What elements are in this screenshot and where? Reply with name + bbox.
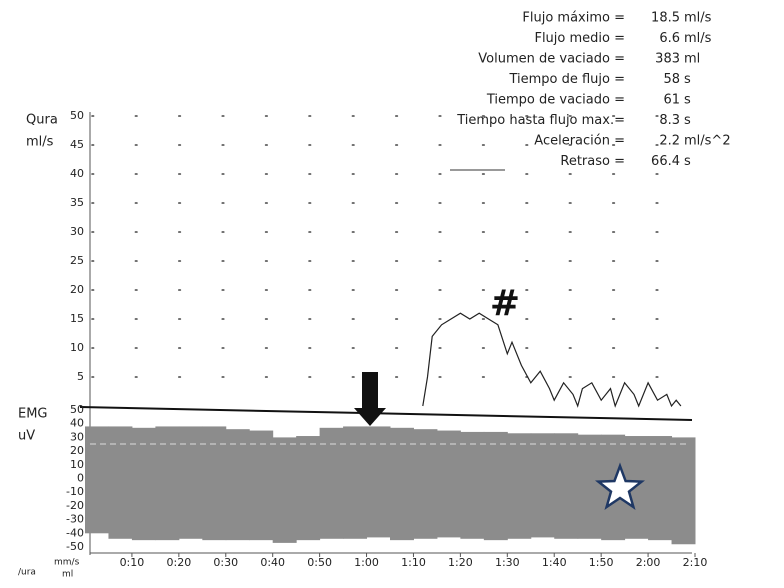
result-value: 383 [655,52,680,67]
emg-band [554,433,579,539]
emg-band [155,426,180,541]
emg-band [671,437,696,545]
emg-band [507,433,532,539]
emg-band [483,431,508,541]
x-tick-label: 2:10 [683,556,708,569]
emg-band [460,431,485,539]
y-tick-label: -20 [66,499,84,512]
x-tick-label: 0:40 [260,556,285,569]
result-label: Tiempo de flujo = [508,72,625,87]
x-tick-label: 1:20 [448,556,473,569]
speed-label: mm/s [54,558,80,568]
emg-band [108,426,133,539]
star-icon [594,462,646,510]
result-value: 2.2 [659,134,680,149]
emg-band [319,427,344,539]
x-tick-label: 0:50 [307,556,332,569]
x-tick-label: 1:10 [401,556,426,569]
x-tick-label: 1:50 [589,556,614,569]
emg-band [343,426,368,539]
result-label: Flujo medio = [534,31,625,46]
result-unit: s [684,113,691,128]
y-tick-label: 10 [70,458,84,471]
result-label: Volumen de vaciado = [478,52,625,67]
result-label: Flujo máximo = [522,11,625,26]
y-tick-label: 20 [70,283,84,296]
flow-axis-unit: ml/s [26,135,54,150]
result-unit: s [684,93,691,108]
x-tick-label: 2:00 [636,556,661,569]
result-label: Tiempo hasta flujo max.= [456,113,625,128]
result-value: 6.6 [659,31,680,46]
y-tick-label: 25 [70,254,84,267]
emg-band [272,437,297,543]
result-unit: ml [684,52,700,67]
y-tick-label: 5 [77,370,84,383]
emg-band [85,426,109,534]
flow-line [422,312,682,408]
y-tick-label: -30 [66,513,84,526]
y-tick-label: 0 [77,472,84,485]
x-tick-label: 0:20 [166,556,191,569]
x-tick-label: 1:30 [495,556,520,569]
emg-band [249,430,274,541]
y-tick-label: 45 [70,138,84,151]
emg-band [225,429,250,541]
result-label: Tiempo de vaciado = [486,93,625,108]
result-label: Retraso = [560,154,625,169]
ura-label: /ura [18,568,36,578]
y-tick-label: 35 [70,196,84,209]
flow-axis-label: Qura [26,113,58,128]
result-value: 58 [663,72,680,87]
result-unit: s [684,72,691,87]
result-unit: s [684,154,691,169]
emg-band [530,433,555,538]
y-tick-label: 50 [70,403,84,416]
emg-band [296,436,321,541]
result-label: Aceleración = [534,134,625,149]
y-tick-label: 15 [70,312,84,325]
y-tick-label: 30 [70,430,84,443]
volume-label: ml [62,570,73,580]
y-tick-label: 50 [70,109,84,122]
y-tick-label: 30 [70,225,84,238]
y-tick-label: 20 [70,444,84,457]
emg-band [436,430,461,538]
x-tick-label: 0:30 [213,556,238,569]
emg-band [390,427,414,541]
emg-band [202,426,227,541]
x-tick-label: 0:10 [120,556,145,569]
emg-band [577,434,602,539]
annotation: # [490,283,520,324]
emg-band [366,426,391,538]
y-tick-label: -50 [66,540,84,553]
y-tick-label: 40 [70,167,84,180]
result-unit: ml/s [684,31,712,46]
y-tick-label: -10 [66,485,84,498]
result-value: 66.4 [651,154,680,169]
x-tick-label: 1:00 [354,556,379,569]
x-tick-label: 1:40 [542,556,567,569]
emg-band [648,436,673,541]
emg-band [131,427,156,541]
emg-band [413,429,438,539]
arrow-icon [354,372,386,426]
emg-axis-label: EMG [18,407,48,422]
result-value: 61 [663,93,680,108]
emg-band [624,436,649,539]
result-value: 18.5 [651,11,680,26]
result-unit: ml/s [684,11,712,26]
result-unit: ml/s^2 [684,134,731,149]
emg-band [178,426,203,539]
y-tick-label: 40 [70,417,84,430]
emg-axis-unit: uV [18,429,35,444]
y-tick-label: -40 [66,526,84,539]
y-tick-label: 10 [70,341,84,354]
separator [79,406,693,421]
result-value: 8.3 [659,113,680,128]
